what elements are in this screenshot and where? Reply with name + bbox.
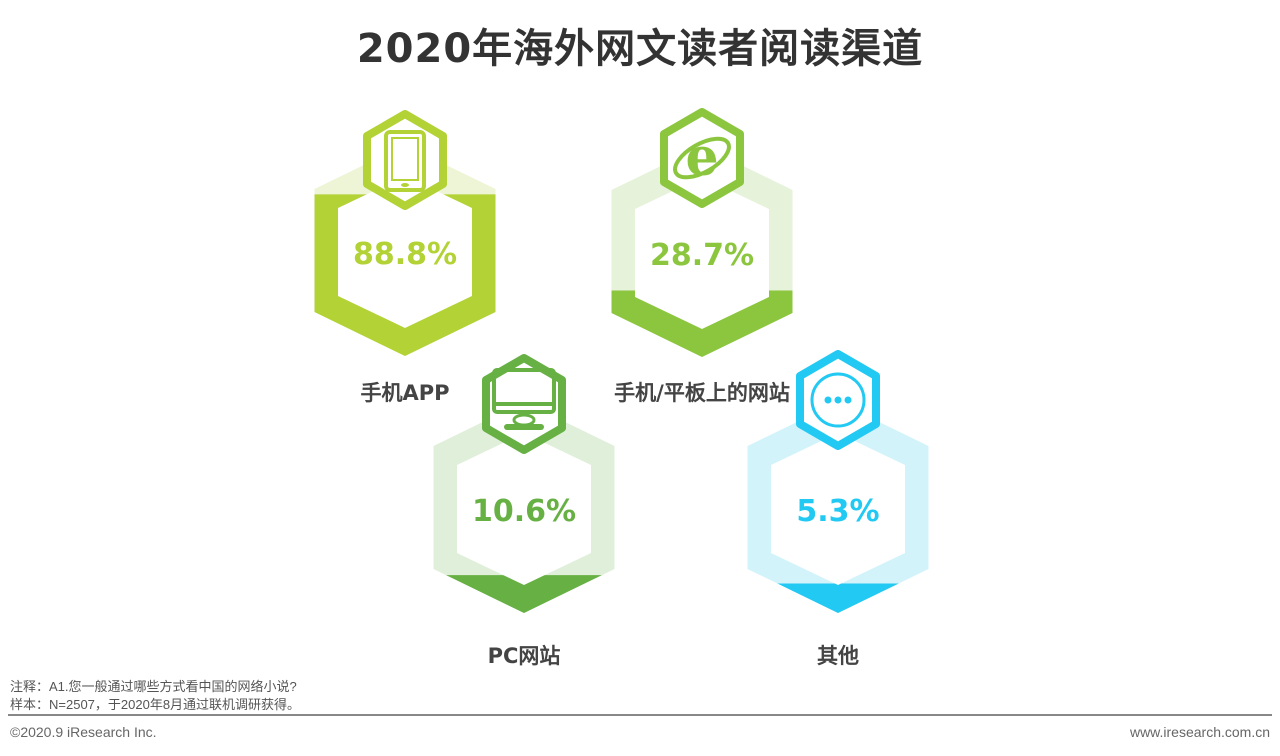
tablet-icon [384,130,426,192]
chart-title: 2020年海外网文读者阅读渠道 [356,26,924,72]
hexagon-chart: 88.8% 手机APP e 28.7% 手机/平板上的网站 10.6% PC网站 5.3% 其他 [314,108,929,668]
internet-explorer-icon: e [673,127,731,188]
category-label: PC网站 [488,644,561,668]
hexagon-fill-level [611,290,793,357]
icon-hexagon [363,110,447,210]
hexagon-item-1: 88.8% 手机APP [314,110,496,405]
hexagon-fill-level [747,583,929,613]
category-label: 手机/平板上的网站 [614,381,790,405]
desktop-monitor-icon [492,368,556,430]
footnote-sample: 样本：N=2507，于2020年8月通过联机调研获得。 [10,697,301,712]
hexagon-item-3: 10.6% PC网站 [433,354,615,668]
icon-hexagon [660,108,744,208]
hexagon-item-2: e 28.7% 手机/平板上的网站 [611,108,793,405]
hexagon-fill-level [314,194,496,356]
footer-divider [8,714,1272,716]
footnote-question: 注释：A1.您一般通过哪些方式看中国的网络小说? [10,679,297,694]
value-label: 10.6% [472,494,576,529]
more-dots-icon [810,372,866,428]
svg-text:e: e [685,127,718,188]
copyright: ©2020.9 iResearch Inc. [10,724,157,740]
hexagon-fill-level [433,575,615,613]
website-link[interactable]: www.iresearch.com.cn [1129,724,1270,740]
category-label: 其他 [817,644,859,668]
value-label: 28.7% [650,238,754,273]
value-label: 5.3% [796,494,879,529]
value-label: 88.8% [353,237,457,272]
category-label: 手机APP [360,381,449,405]
